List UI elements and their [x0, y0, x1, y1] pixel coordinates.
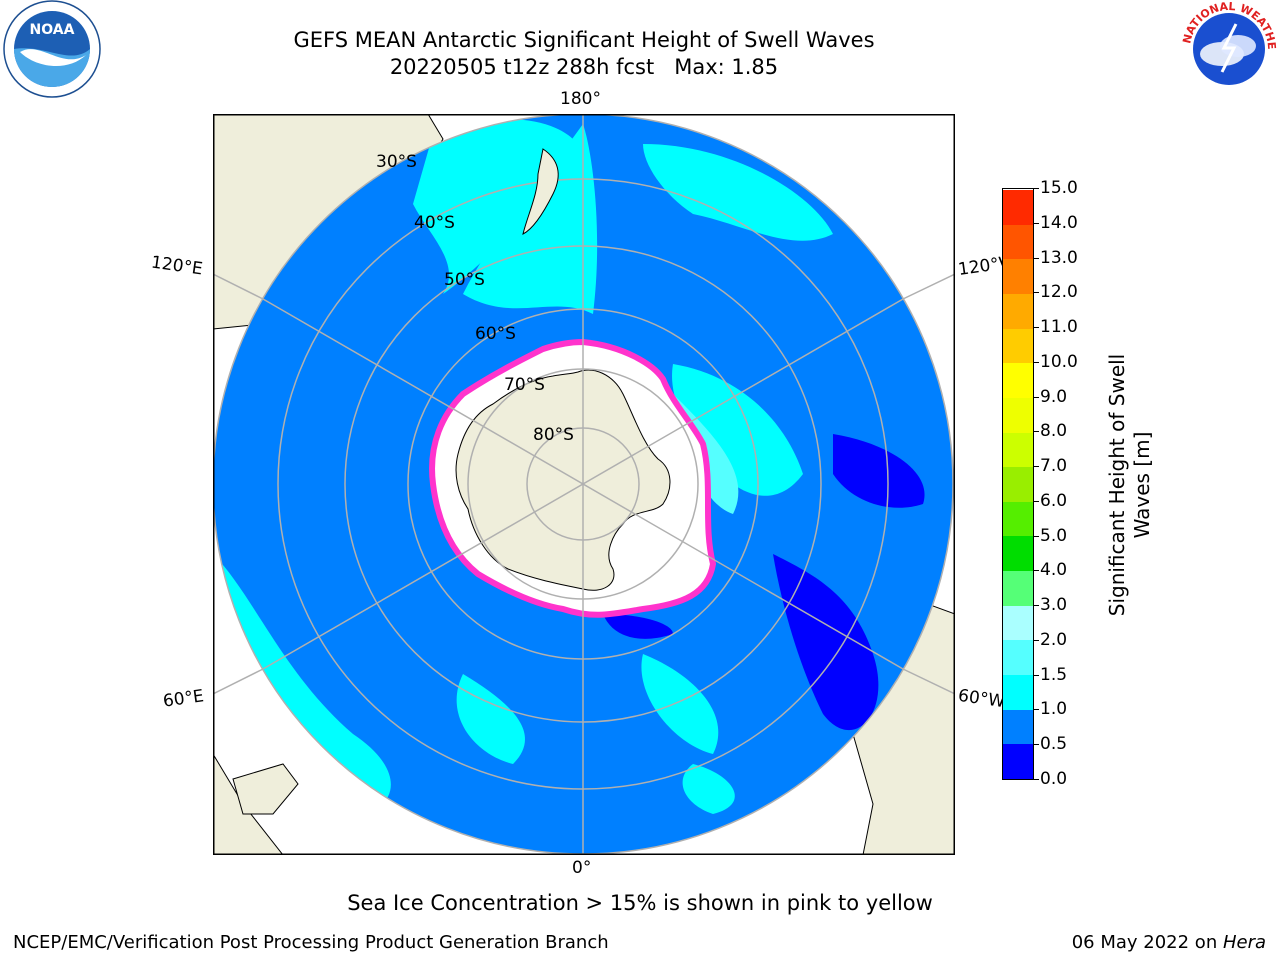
- chart-subtitle: 20220505 t12z 288h fcst Max: 1.85: [389, 55, 779, 79]
- colorbar-tick-mark: [1033, 500, 1039, 502]
- antarctica-land: [455, 369, 671, 591]
- colorbar-tick-label: 15.0: [1040, 178, 1078, 198]
- colorbar-tick-label: 5.0: [1040, 525, 1068, 546]
- lon-label-60e: 60°E: [161, 686, 206, 712]
- colorbar-tick-label: 13.0: [1040, 247, 1078, 268]
- svg-text:NOAA: NOAA: [30, 22, 75, 38]
- swell-patch: [672, 364, 803, 496]
- colorbar-tick-mark: [1033, 744, 1039, 746]
- colorbar-tick-label: 7.0: [1040, 456, 1068, 477]
- lon-label-120e: 120°E: [149, 252, 204, 280]
- colorbar-segment: [1003, 362, 1033, 398]
- colorbar-tick-label: 14.0: [1040, 212, 1078, 233]
- swell-patch: [682, 764, 735, 814]
- colorbar-segment: [1003, 189, 1033, 225]
- colorbar-tick-mark: [1033, 605, 1039, 607]
- colorbar-segment: [1003, 328, 1033, 364]
- calm-patch: [773, 554, 879, 731]
- colorbar-tick-label: 12.0: [1040, 282, 1078, 303]
- lon-label-0: 0°: [572, 858, 592, 878]
- footer-date: 06 May 2022 on Hera: [1071, 932, 1266, 953]
- colorbar-tick-mark: [1033, 535, 1039, 537]
- colorbar-tick-label: 1.0: [1040, 699, 1068, 720]
- nws-logo: NATIONAL WEATHER SERVICE: [1178, 0, 1278, 96]
- new-zealand-land: [522, 148, 559, 235]
- colorbar-tick-mark: [1033, 466, 1039, 468]
- sea-ice-note: Sea Ice Concentration > 15% is shown in …: [347, 891, 933, 915]
- colorbar-tick-mark: [1033, 570, 1039, 572]
- colorbar-label: Significant Height of Swell Waves [m]: [1105, 353, 1154, 617]
- colorbar-segment: [1003, 432, 1033, 468]
- colorbar-tick-label: 9.0: [1040, 386, 1068, 407]
- colorbar-tick-label: 1.5: [1040, 664, 1068, 685]
- madagascar-land: [232, 763, 299, 815]
- swell-patch: [213, 554, 391, 814]
- colorbar-tick-mark: [1033, 674, 1039, 676]
- colorbar-tick-label: 6.0: [1040, 490, 1068, 511]
- colorbar-tick-label: 8.0: [1040, 421, 1068, 442]
- colorbar-segment: [1003, 258, 1033, 294]
- polar-map: [213, 114, 955, 855]
- colorbar-tick-label: 4.0: [1040, 560, 1068, 581]
- colorbar-segment: [1003, 674, 1033, 710]
- colorbar-segment: [1003, 501, 1033, 537]
- colorbar-segment: [1003, 570, 1033, 606]
- colorbar-tick-mark: [1033, 709, 1039, 711]
- noaa-logo: NOAA: [3, 0, 101, 98]
- colorbar-tick-mark: [1033, 292, 1039, 294]
- africa-land: [213, 753, 284, 855]
- colorbar-segment: [1003, 535, 1033, 572]
- colorbar: [1002, 188, 1034, 780]
- lat-label-70s: 70°S: [504, 375, 545, 395]
- colorbar-tick-label: 3.0: [1040, 595, 1068, 616]
- colorbar-tick-label: 0.5: [1040, 734, 1068, 755]
- colorbar-tick-label: 10.0: [1040, 351, 1078, 372]
- colorbar-tick-mark: [1033, 396, 1039, 398]
- lat-label-50s: 50°S: [444, 270, 485, 290]
- lat-label-80s: 80°S: [533, 425, 574, 445]
- lon-label-180: 180°: [560, 89, 601, 109]
- lat-label-40s: 40°S: [414, 213, 455, 233]
- colorbar-segment: [1003, 466, 1033, 502]
- colorbar-segment: [1003, 293, 1033, 329]
- lat-label-60s: 60°S: [475, 324, 516, 344]
- calm-patch: [603, 614, 673, 639]
- colorbar-tick-mark: [1033, 779, 1039, 780]
- colorbar-tick-label: 2.0: [1040, 629, 1068, 650]
- colorbar-tick-mark: [1033, 327, 1039, 329]
- swell-patch: [643, 144, 833, 241]
- swell-patch: [641, 654, 719, 754]
- footer-host: Hera: [1222, 932, 1266, 953]
- colorbar-tick-mark: [1033, 222, 1039, 224]
- colorbar-tick-mark: [1033, 431, 1039, 433]
- swell-patch: [456, 674, 525, 764]
- colorbar-tick-mark: [1033, 188, 1039, 189]
- colorbar-segment: [1003, 224, 1033, 260]
- colorbar-segment: [1003, 639, 1033, 676]
- colorbar-segment: [1003, 397, 1033, 433]
- colorbar-tick-mark: [1033, 361, 1039, 363]
- colorbar-tick-mark: [1033, 639, 1039, 641]
- chart-title: GEFS MEAN Antarctic Significant Height o…: [293, 28, 875, 52]
- lat-label-30s: 30°S: [376, 152, 417, 172]
- colorbar-segment: [1003, 709, 1033, 745]
- colorbar-tick-label: 0.0: [1040, 769, 1068, 789]
- colorbar-tick-mark: [1033, 257, 1039, 259]
- colorbar-segment: [1003, 743, 1033, 779]
- calm-patch: [833, 434, 925, 508]
- colorbar-segment: [1003, 605, 1033, 641]
- lon-label-60w: 60°W: [956, 685, 1007, 713]
- colorbar-tick-label: 11.0: [1040, 317, 1078, 338]
- footer-credit: NCEP/EMC/Verification Post Processing Pr…: [13, 932, 609, 953]
